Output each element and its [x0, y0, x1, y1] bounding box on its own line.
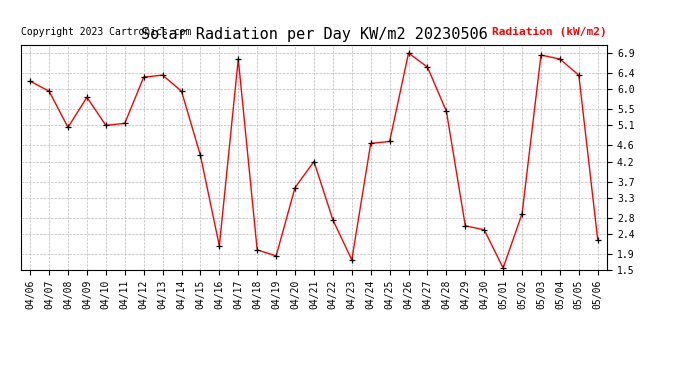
- Text: Copyright 2023 Cartronics.com: Copyright 2023 Cartronics.com: [21, 27, 191, 37]
- Text: Radiation (kW/m2): Radiation (kW/m2): [493, 27, 607, 37]
- Title: Solar Radiation per Day KW/m2 20230506: Solar Radiation per Day KW/m2 20230506: [141, 27, 487, 42]
